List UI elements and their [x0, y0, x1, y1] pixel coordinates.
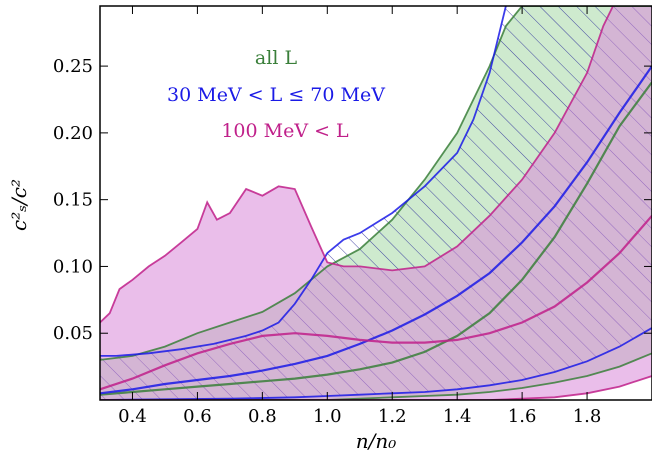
legend-entry: all L — [255, 47, 298, 69]
x-tick-label: 1.2 — [378, 406, 407, 427]
y-tick-label: 0.20 — [53, 123, 93, 144]
all-l-upper-line — [100, 6, 652, 361]
y-tick-label: 0.05 — [53, 323, 93, 344]
y-tick-label: 0.25 — [53, 56, 93, 77]
x-axis-label: n/n₀ — [356, 429, 397, 453]
30-mev-l-70-mev-median-line — [100, 65, 652, 395]
bands-layer — [100, 6, 652, 400]
all-l-lower-line — [100, 352, 652, 400]
legend: all L 30 MeV < L ≤ 70 MeV 100 MeV < L — [167, 47, 385, 142]
all-l-median-line — [100, 81, 652, 396]
100-mev-l-lower-line — [100, 375, 652, 400]
x-tick-label: 0.8 — [248, 406, 277, 427]
x-tick-label: 0.6 — [183, 406, 212, 427]
x-tick-label: 1.0 — [313, 406, 342, 427]
lines-layer — [100, 6, 652, 400]
x-tick-label: 1.4 — [443, 406, 472, 427]
30-mev-l-70-mev-upper-line — [100, 6, 507, 357]
30-mev-l-70-mev-lower-line — [100, 327, 652, 400]
y-axis: 0.05 0.10 0.15 0.20 0.25 — [53, 56, 652, 344]
plot-frame — [99, 5, 652, 401]
y-axis-label: c²ₛ/c² — [7, 179, 31, 231]
100-mev-l-median-line — [100, 214, 652, 391]
x-tick-label: 1.6 — [508, 406, 537, 427]
y-tick-label: 0.15 — [53, 190, 93, 211]
100-mev-l-upper-line — [100, 6, 614, 324]
x-tick-label: 1.8 — [573, 406, 602, 427]
100-mev-l-band — [100, 6, 652, 400]
legend-entry: 100 MeV < L — [221, 120, 349, 142]
x-tick-label: 0.4 — [118, 406, 147, 427]
y-tick-label: 0.10 — [53, 256, 93, 277]
x-axis: 0.4 0.6 0.8 1.0 1.2 1.4 1.6 1.8 — [118, 6, 601, 427]
legend-entry: 30 MeV < L ≤ 70 MeV — [167, 84, 385, 106]
